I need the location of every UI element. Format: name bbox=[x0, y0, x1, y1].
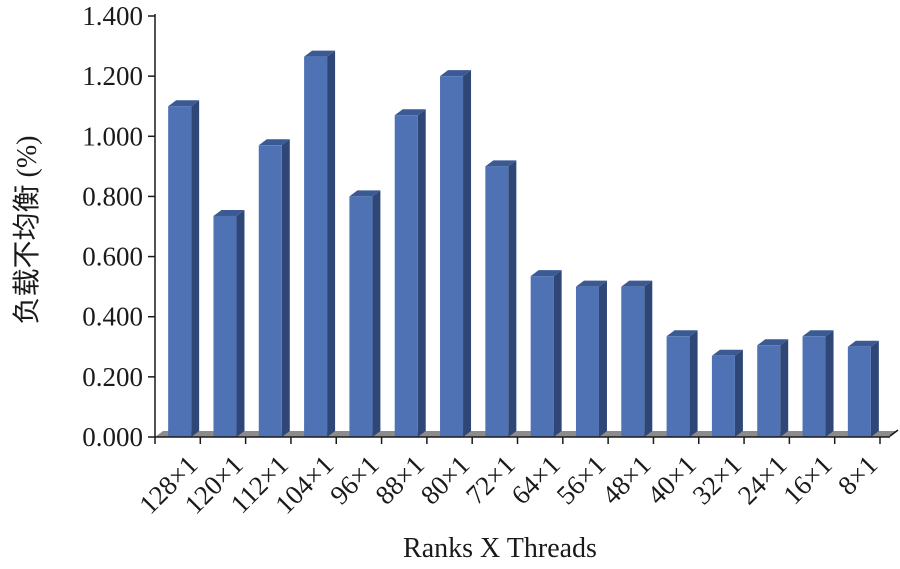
bar-front bbox=[440, 76, 464, 438]
bar-top bbox=[258, 139, 290, 146]
bar-top bbox=[847, 340, 879, 347]
bar-side bbox=[236, 209, 245, 437]
bar-side bbox=[689, 330, 698, 437]
bar-side bbox=[734, 349, 743, 437]
bars-group bbox=[168, 50, 879, 438]
bar-top bbox=[394, 109, 426, 116]
y-tick-label: 0.600 bbox=[82, 242, 143, 272]
bar-front bbox=[711, 355, 735, 437]
bar-top bbox=[757, 339, 789, 346]
bar-side bbox=[281, 139, 290, 438]
bar-front bbox=[757, 345, 781, 437]
bar-48×1 bbox=[621, 280, 653, 437]
bar-80×1 bbox=[440, 70, 472, 438]
x-tick-label: 40×1 bbox=[641, 450, 702, 511]
bar-8×1 bbox=[847, 340, 879, 437]
bar-front bbox=[258, 145, 282, 438]
x-tick-label: 48×1 bbox=[596, 450, 657, 511]
bar-side bbox=[417, 109, 426, 437]
bar-128×1 bbox=[168, 100, 200, 437]
bar-120×1 bbox=[213, 209, 245, 437]
bar-side bbox=[870, 340, 879, 437]
bar-front bbox=[168, 106, 192, 437]
bar-side bbox=[508, 160, 517, 437]
bar-side bbox=[463, 70, 472, 438]
bar-top bbox=[530, 270, 562, 277]
bar-top bbox=[349, 190, 381, 197]
bar-front bbox=[621, 286, 645, 437]
bar-top bbox=[485, 160, 517, 167]
bar-16×1 bbox=[802, 330, 834, 437]
bar-front bbox=[530, 276, 554, 437]
bar-front bbox=[304, 56, 328, 437]
bar-front bbox=[802, 336, 826, 437]
bar-side bbox=[372, 190, 381, 437]
bar-56×1 bbox=[575, 280, 607, 437]
bar-104×1 bbox=[304, 50, 336, 437]
x-axis-title: Ranks X Threads bbox=[403, 533, 597, 564]
bar-top bbox=[621, 280, 653, 287]
axes-group bbox=[154, 14, 890, 438]
y-tick-label: 0.000 bbox=[82, 422, 143, 452]
bar-side bbox=[825, 330, 834, 437]
bar-96×1 bbox=[349, 190, 381, 437]
x-tick-label: 8×1 bbox=[832, 450, 883, 501]
bar-side bbox=[644, 280, 653, 437]
x-tick-label: 24×1 bbox=[732, 450, 793, 511]
bar-top bbox=[711, 349, 743, 356]
bar-front bbox=[666, 336, 690, 437]
y-tick-labels: 0.000 0.200 0.400 0.600 0.800 1.000 1.200 1.400 bbox=[82, 1, 155, 452]
bar-front bbox=[213, 215, 237, 437]
bar-top bbox=[304, 50, 336, 57]
bar-112×1 bbox=[258, 139, 290, 438]
x-tick-label: 96×1 bbox=[324, 450, 385, 511]
x-tick-label: 32×1 bbox=[687, 450, 748, 511]
bar-side bbox=[780, 339, 789, 437]
bar-top bbox=[575, 280, 607, 287]
y-tick-label: 1.000 bbox=[82, 121, 143, 151]
bar-front bbox=[847, 346, 871, 437]
y-tick-label: 0.200 bbox=[82, 362, 143, 392]
bar-64×1 bbox=[530, 270, 562, 437]
bar-40×1 bbox=[666, 330, 698, 437]
y-axis-title: 负载不均衡 (%) bbox=[11, 136, 43, 325]
x-tick-label: 64×1 bbox=[505, 450, 566, 511]
bar-88×1 bbox=[394, 109, 426, 437]
y-tick-label: 1.200 bbox=[82, 61, 143, 91]
bar-top bbox=[666, 330, 698, 337]
bar-72×1 bbox=[485, 160, 517, 437]
floor-edge bbox=[889, 429, 899, 437]
bar-front bbox=[485, 166, 509, 437]
y-tick-label: 0.800 bbox=[82, 181, 143, 211]
bar-side bbox=[191, 100, 200, 437]
x-tick-labels: 128×1120×1112×1104×196×188×180×172×164×1… bbox=[133, 437, 883, 520]
bar-32×1 bbox=[711, 349, 743, 437]
bar-top bbox=[802, 330, 834, 337]
bar-side bbox=[553, 270, 562, 437]
bar-front bbox=[575, 286, 599, 437]
y-tick-label: 0.400 bbox=[82, 302, 143, 332]
x-tick-label: 72×1 bbox=[460, 450, 521, 511]
bar-side bbox=[327, 50, 336, 437]
bar-top bbox=[213, 209, 245, 216]
bar-24×1 bbox=[757, 339, 789, 437]
x-tick-label: 80×1 bbox=[415, 450, 476, 511]
x-tick-label: 56×1 bbox=[551, 450, 612, 511]
bar-front bbox=[394, 115, 418, 437]
bar-front bbox=[349, 196, 373, 437]
bar-side bbox=[598, 280, 607, 437]
bar-top bbox=[440, 70, 472, 77]
x-tick-label: 88×1 bbox=[369, 450, 430, 511]
bar-top bbox=[168, 100, 200, 107]
y-tick-label: 1.400 bbox=[82, 1, 143, 31]
x-tick-label: 16×1 bbox=[777, 450, 838, 511]
